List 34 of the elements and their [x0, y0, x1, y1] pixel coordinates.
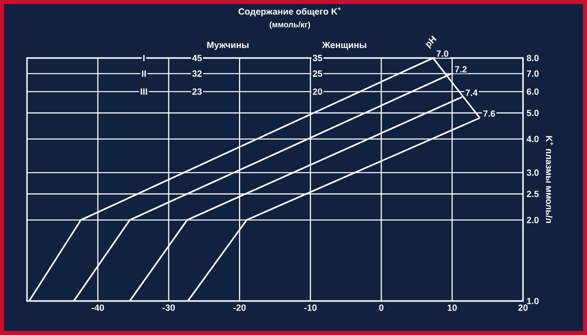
annotation: I [143, 54, 145, 62]
annotation: 32 [192, 70, 202, 77]
annotation: 20 [312, 88, 322, 95]
x-tick-label: -20 [233, 304, 246, 311]
text: pH [426, 36, 437, 49]
y-tick-label: 8.0 [526, 54, 539, 62]
y-tick-label: 3.0 [526, 169, 539, 176]
annotation: 23 [192, 88, 202, 95]
y-tick-label: 6.0 [526, 88, 539, 95]
annotation: II [142, 70, 146, 77]
x-tick-label: -10 [304, 304, 317, 311]
x-tick-label: 0 [379, 304, 384, 311]
series-label: 7.0 [436, 50, 448, 57]
annotation: 25 [312, 70, 322, 77]
series-label: 7.2 [455, 66, 467, 72]
y-axis-title: K$^{+}$ плазмы ммоль/л [546, 136, 554, 223]
annotation: III [140, 88, 148, 95]
y-tick-label: 1.0 [527, 298, 539, 304]
y-tick-label: 7.0 [526, 70, 539, 77]
y-tick-label: 4.0 [526, 136, 539, 142]
x-tick-label: 10 [448, 304, 457, 311]
x-tick-label: 20 [518, 304, 528, 311]
series-label: 7.6 [483, 110, 496, 117]
y-tick-label: 2.0 [526, 216, 539, 224]
y-tick-label: 5.0 [526, 110, 539, 116]
chart-title: Содержание общего K$^{+}$ [238, 7, 341, 16]
text: Женщины [322, 42, 366, 50]
x-tick-label: -30 [162, 304, 175, 311]
y-tick-label: 2.5 [526, 190, 539, 198]
x-tick-label: -40 [92, 304, 104, 311]
annotation: 45 [192, 54, 202, 62]
annotation: 35 [312, 54, 322, 62]
series-label: 7.4 [466, 90, 478, 96]
text: Мужчины [207, 42, 249, 50]
